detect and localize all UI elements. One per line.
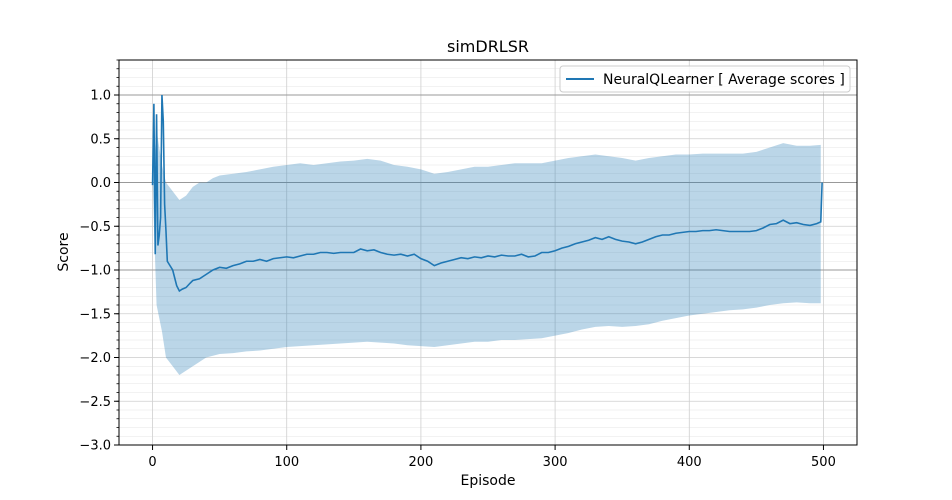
y-tick-label: −0.5: [79, 220, 111, 235]
std-band: [152, 130, 821, 375]
legend-entry: NeuralQLearner [ Average scores ]: [603, 72, 845, 88]
legend-box: [559, 65, 851, 93]
x-tick-label: 500: [811, 455, 836, 470]
y-tick-label: −1.5: [79, 307, 111, 322]
y-tick-label: −1.0: [79, 264, 111, 279]
x-tick-label: 300: [543, 455, 568, 470]
y-tick-label: 0.5: [90, 132, 111, 147]
x-tick-label: 0: [148, 455, 156, 470]
y-tick-label: 1.0: [90, 89, 111, 104]
chart-title: simDRLSR: [447, 37, 529, 56]
x-tick-label: 400: [677, 455, 702, 470]
y-tick-label: −3.0: [79, 439, 111, 454]
x-tick-label: 200: [408, 455, 433, 470]
x-tick-label: 100: [274, 455, 299, 470]
reference-lines: [119, 94, 857, 271]
x-axis: 0 100 200 300 400 500: [148, 445, 836, 470]
x-axis-label: Episode: [461, 473, 516, 489]
y-axis-label: Score: [56, 232, 72, 271]
legend: NeuralQLearner [ Average scores ]: [559, 65, 851, 93]
y-axis: −3.0 −2.5 −2.0 −1.5 −1.0 −0.5 0.0 0.5 1.0: [79, 59, 119, 454]
series-line: [151, 94, 823, 293]
y-tick-label: −2.5: [79, 395, 111, 410]
y-tick-label: −2.0: [79, 351, 111, 366]
plot-area: [118, 59, 858, 446]
y-tick-label: 0.0: [90, 176, 111, 191]
